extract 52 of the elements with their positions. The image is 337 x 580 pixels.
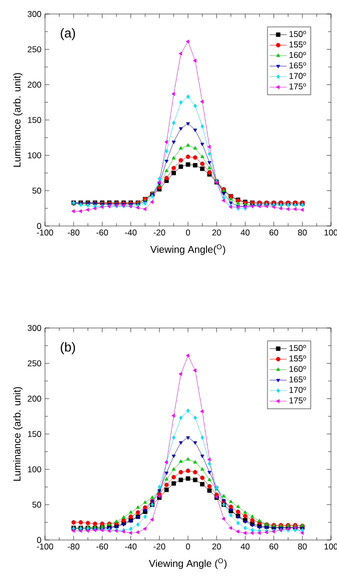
legend-label: 150$^{o}$: [290, 344, 306, 351]
y-axis-title: Luminance (arb. unit): [13, 73, 23, 167]
x-axis-title: Viewing Angle ($^{O}$): [148, 558, 227, 569]
y-tick-label: 0: [37, 223, 42, 229]
legend-label: 170$^{o}$: [290, 386, 306, 393]
x-tick-label: -100: [36, 230, 54, 236]
x-tick-label: 60: [270, 544, 278, 550]
legend-label: 175$^{o}$: [290, 83, 306, 90]
legend-label: 160$^{o}$: [290, 52, 306, 58]
x-tick-label: 60: [270, 230, 278, 236]
y-tick-label: 200: [28, 396, 42, 402]
x-tick-label: 20: [212, 230, 221, 236]
y-tick-label: 50: [32, 502, 42, 508]
legend-label: 165$^{o}$: [290, 62, 306, 68]
y-tick-label: 300: [28, 325, 42, 331]
x-tick-label: 0: [186, 230, 190, 236]
y-tick-label: 100: [28, 152, 42, 158]
y-axis-title: Luminance (arb. unit): [13, 387, 23, 481]
y-tick-label: 300: [28, 11, 42, 17]
x-tick-label: -40: [125, 230, 137, 236]
x-tick-label: 80: [298, 544, 307, 550]
legend-label: 150$^{o}$: [290, 30, 306, 37]
y-tick-label: 200: [28, 82, 42, 88]
x-tick-label: -20: [154, 230, 166, 236]
x-tick-label: -80: [68, 544, 80, 550]
x-tick-label: 0: [186, 544, 190, 550]
x-tick-label: 40: [240, 544, 250, 550]
legend-label: 170$^{o}$: [290, 72, 306, 79]
legend-label: 175$^{o}$: [290, 397, 306, 404]
y-tick-label: 50: [32, 188, 42, 194]
legend-label: 155$^{o}$: [290, 41, 306, 48]
x-tick-label: -100: [36, 544, 54, 550]
y-tick-label: 100: [28, 466, 42, 472]
x-tick-label: 80: [298, 230, 307, 236]
y-tick-label: 0: [37, 537, 42, 543]
y-tick-label: 150: [28, 431, 42, 437]
x-tick-label: 20: [212, 544, 221, 550]
x-axis-title: Viewing Angle($^{O}$): [150, 244, 226, 255]
y-tick-label: 150: [28, 117, 42, 123]
x-tick-label: -40: [125, 544, 137, 550]
y-tick-label: 250: [28, 46, 42, 52]
x-tick-label: -60: [96, 544, 108, 550]
y-tick-label: 250: [28, 360, 42, 366]
legend-label: 160$^{o}$: [290, 366, 306, 372]
annotation: (b): [60, 342, 75, 354]
legend-label: 155$^{o}$: [290, 355, 306, 362]
annotation: (a): [60, 28, 75, 40]
x-tick-label: -80: [68, 230, 80, 236]
x-tick-label: -20: [154, 544, 166, 550]
x-tick-label: -60: [96, 230, 108, 236]
legend-label: 165$^{o}$: [290, 376, 306, 382]
x-tick-label: 40: [240, 230, 250, 236]
